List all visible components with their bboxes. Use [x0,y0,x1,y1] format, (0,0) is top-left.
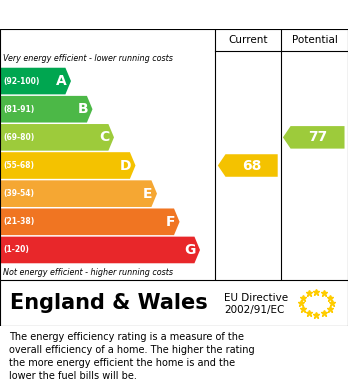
Polygon shape [283,126,345,149]
Text: (39-54): (39-54) [3,189,34,198]
Text: A: A [56,74,66,88]
Text: Potential: Potential [292,35,338,45]
Polygon shape [218,154,278,177]
Text: B: B [77,102,88,116]
Text: (92-100): (92-100) [3,77,40,86]
Text: D: D [119,158,131,172]
Text: G: G [184,243,196,257]
Text: (55-68): (55-68) [3,161,34,170]
Text: C: C [99,130,110,144]
Text: Current: Current [228,35,268,45]
Text: E: E [143,187,152,201]
Text: F: F [166,215,175,229]
Text: Energy Efficiency Rating: Energy Efficiency Rating [69,7,279,22]
Text: Very energy efficient - lower running costs: Very energy efficient - lower running co… [3,54,173,63]
Polygon shape [1,68,71,94]
Polygon shape [1,124,114,151]
Text: England & Wales: England & Wales [10,293,208,314]
Text: (81-91): (81-91) [3,105,35,114]
Text: 68: 68 [242,158,261,172]
Text: 2002/91/EC: 2002/91/EC [224,305,285,315]
Polygon shape [1,180,157,207]
Text: The energy efficiency rating is a measure of the
overall efficiency of a home. T: The energy efficiency rating is a measur… [9,332,254,381]
Polygon shape [1,208,180,235]
Text: 77: 77 [308,130,327,144]
Polygon shape [1,237,200,263]
Polygon shape [1,152,135,179]
Polygon shape [1,96,93,122]
Text: (69-80): (69-80) [3,133,35,142]
Text: EU Directive: EU Directive [224,293,288,303]
Text: Not energy efficient - higher running costs: Not energy efficient - higher running co… [3,268,173,277]
Text: (21-38): (21-38) [3,217,35,226]
Text: (1-20): (1-20) [3,246,29,255]
